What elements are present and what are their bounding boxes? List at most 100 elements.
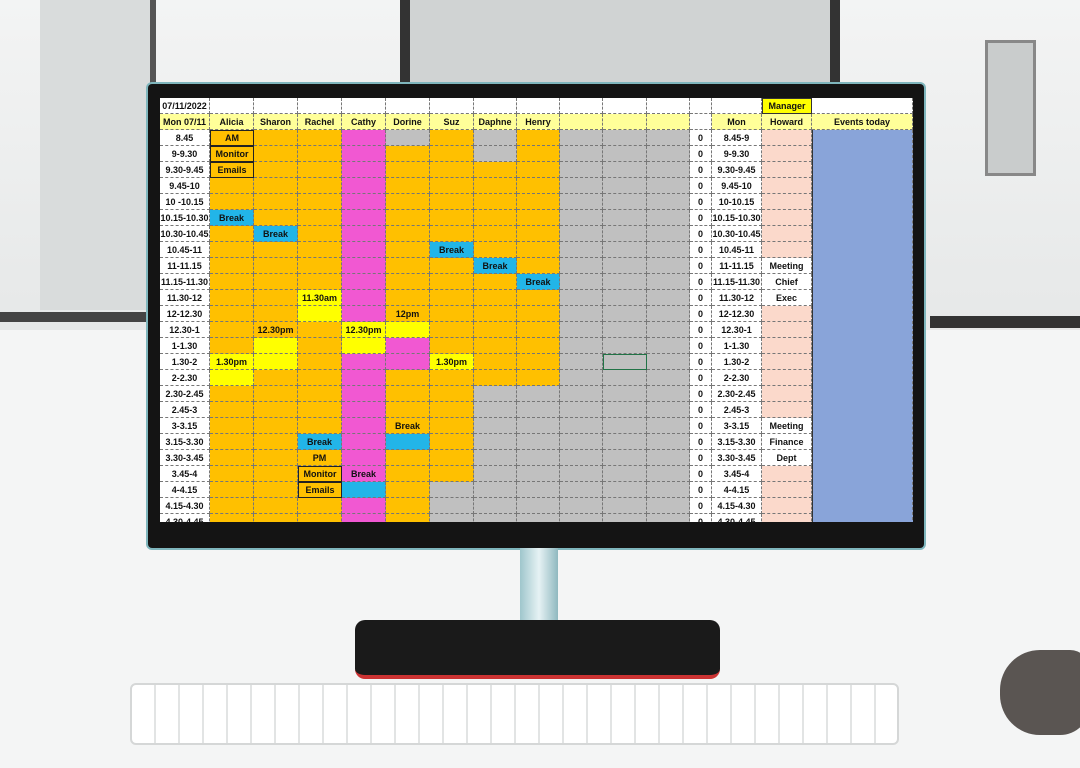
time-cell: 3.15-3.30 bbox=[160, 434, 210, 450]
time-cell: 2.30-2.45 bbox=[712, 386, 762, 402]
shift-cell bbox=[386, 274, 430, 290]
shift-note: 11.30am bbox=[298, 290, 342, 306]
manager-cell bbox=[762, 322, 812, 338]
manager-cell bbox=[762, 194, 812, 210]
empty-cell bbox=[342, 98, 386, 114]
shift-note: Monitor bbox=[298, 466, 342, 482]
shift-cell bbox=[517, 242, 560, 258]
time-cell: 11.30-12 bbox=[712, 290, 762, 306]
empty-cell bbox=[474, 98, 517, 114]
count-cell: 0 bbox=[690, 130, 712, 146]
shift-cell bbox=[430, 466, 474, 482]
shift-cell bbox=[298, 274, 342, 290]
time-cell: 10.45-11 bbox=[712, 242, 762, 258]
empty-cell bbox=[430, 98, 474, 114]
shift-cell bbox=[430, 402, 474, 418]
shift-cell bbox=[210, 306, 254, 322]
count-cell: 0 bbox=[690, 242, 712, 258]
shift-cell bbox=[254, 498, 298, 514]
shift-cell bbox=[298, 498, 342, 514]
date-cell: 07/11/2022 bbox=[160, 98, 210, 114]
shift-cell bbox=[210, 274, 254, 290]
time-cell: 9-9.30 bbox=[712, 146, 762, 162]
shift-cell bbox=[298, 338, 342, 354]
window-frame bbox=[40, 0, 156, 310]
shift-note: Break bbox=[342, 466, 386, 482]
empty-cell bbox=[603, 98, 647, 114]
shift-cell bbox=[474, 242, 517, 258]
time-cell: 11-11.15 bbox=[712, 258, 762, 274]
shift-cell bbox=[386, 466, 430, 482]
shift-cell bbox=[298, 242, 342, 258]
events-area bbox=[812, 130, 913, 522]
shift-cell bbox=[517, 322, 560, 338]
shift-cell bbox=[430, 178, 474, 194]
shift-cell bbox=[342, 354, 386, 370]
time-cell: 10.30-10.45 bbox=[712, 226, 762, 242]
gray-cell bbox=[560, 418, 603, 434]
shift-cell bbox=[298, 178, 342, 194]
shift-cell bbox=[298, 306, 342, 322]
gray-cell bbox=[603, 194, 647, 210]
gray-cell bbox=[603, 274, 647, 290]
shift-cell bbox=[430, 370, 474, 386]
shift-cell bbox=[342, 338, 386, 354]
gray-cell bbox=[647, 258, 690, 274]
shift-cell bbox=[517, 226, 560, 242]
time-cell: 4-4.15 bbox=[160, 482, 210, 498]
gray-cell bbox=[603, 434, 647, 450]
gray-cell bbox=[647, 482, 690, 498]
gray-cell bbox=[647, 226, 690, 242]
shift-cell bbox=[474, 354, 517, 370]
shift-cell bbox=[386, 514, 430, 522]
gray-cell bbox=[603, 370, 647, 386]
manager-cell bbox=[762, 226, 812, 242]
gray-cell bbox=[647, 178, 690, 194]
shift-cell bbox=[386, 210, 430, 226]
selected-cell[interactable] bbox=[603, 354, 647, 370]
time-cell: 2.45-3 bbox=[712, 402, 762, 418]
staff-header: Alicia bbox=[210, 114, 254, 130]
gray-cell bbox=[647, 274, 690, 290]
gray-cell bbox=[560, 482, 603, 498]
empty-header bbox=[690, 114, 712, 130]
time-cell: 1.30-2 bbox=[712, 354, 762, 370]
shift-cell bbox=[254, 338, 298, 354]
empty-cell bbox=[812, 98, 913, 114]
shift-cell bbox=[386, 242, 430, 258]
manager-note: Meeting bbox=[762, 418, 812, 434]
gray-cell bbox=[603, 498, 647, 514]
gray-cell bbox=[560, 210, 603, 226]
shift-cell bbox=[430, 146, 474, 162]
shift-note: 12.30pm bbox=[342, 322, 386, 338]
gray-cell bbox=[647, 514, 690, 522]
gray-cell bbox=[560, 194, 603, 210]
shift-cell bbox=[254, 482, 298, 498]
empty-cell bbox=[712, 98, 762, 114]
gray-cell bbox=[647, 162, 690, 178]
shift-cell bbox=[342, 370, 386, 386]
manager-note: Chief bbox=[762, 274, 812, 290]
empty-cell bbox=[517, 98, 560, 114]
gray-cell bbox=[603, 338, 647, 354]
empty-cell bbox=[560, 98, 603, 114]
shift-cell bbox=[474, 210, 517, 226]
count-cell: 0 bbox=[690, 434, 712, 450]
shift-note: Emails bbox=[298, 482, 342, 498]
window-frame bbox=[400, 0, 840, 90]
shift-cell bbox=[298, 370, 342, 386]
shift-cell bbox=[386, 498, 430, 514]
shift-cell bbox=[474, 130, 517, 146]
shift-cell bbox=[210, 290, 254, 306]
shift-cell bbox=[474, 466, 517, 482]
shift-cell bbox=[254, 178, 298, 194]
shift-note: Break bbox=[430, 242, 474, 258]
shift-cell bbox=[254, 258, 298, 274]
shift-cell bbox=[342, 274, 386, 290]
gray-cell bbox=[647, 306, 690, 322]
empty-header bbox=[560, 114, 603, 130]
gray-cell bbox=[560, 130, 603, 146]
time-cell: 9.30-9.45 bbox=[160, 162, 210, 178]
shift-cell bbox=[386, 434, 430, 450]
